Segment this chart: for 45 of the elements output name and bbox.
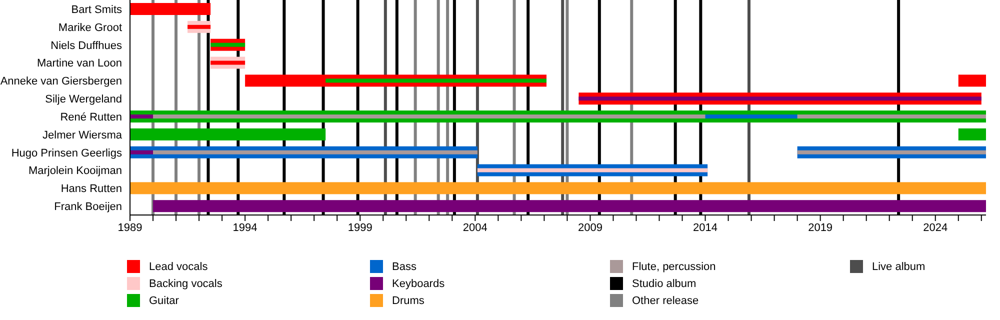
- legend-label: Live album: [872, 260, 926, 272]
- bar: [130, 114, 154, 118]
- bar: [477, 168, 708, 172]
- y-tick-label: Hans Rutten: [60, 183, 122, 196]
- y-tick-label: René Rutten: [60, 111, 122, 124]
- legend-label: Lead vocals: [149, 260, 208, 272]
- x-tick-label: 2024: [923, 222, 948, 234]
- x-tick-label: 2009: [578, 222, 602, 234]
- x-tick-label: 1994: [232, 222, 258, 234]
- legend-label: Studio album: [632, 278, 696, 290]
- y-tick-label: Frank Boeijen: [54, 201, 122, 214]
- bar: [797, 150, 986, 154]
- bar: [210, 42, 246, 47]
- legend-label: Other release: [632, 294, 699, 306]
- bar: [153, 200, 986, 212]
- y-tick-label: Niels Duffhues: [50, 40, 122, 52]
- bar: [130, 128, 326, 140]
- y-tick-label: Marjolein Kooijman: [28, 165, 122, 178]
- x-tick-label: 2004: [462, 222, 488, 234]
- x-tick-label: 2014: [693, 222, 718, 234]
- bar: [130, 150, 154, 154]
- y-tick-label: Silje Wergeland: [45, 94, 122, 106]
- y-tick-label: Anneke van Giersbergen: [0, 76, 122, 88]
- bar: [210, 60, 246, 65]
- legend-label: Backing vocals: [149, 278, 222, 290]
- bar: [188, 24, 211, 29]
- bar: [326, 78, 546, 83]
- x-tick-label: 1989: [118, 222, 142, 234]
- legend-label: Drums: [392, 294, 424, 306]
- legend-label: Bass: [392, 260, 416, 272]
- bar: [153, 114, 986, 118]
- legend-label: Guitar: [149, 294, 179, 306]
- legend-label: Flute, percussion: [632, 260, 716, 272]
- y-tick-label: Jelmer Wiersma: [42, 129, 123, 142]
- bar: [130, 3, 211, 15]
- y-tick-label: Marike Groot: [58, 22, 122, 34]
- legend-label: Keyboards: [392, 278, 445, 290]
- bar: [153, 150, 478, 154]
- y-tick-label: Hugo Prinsen Geerligs: [11, 147, 122, 160]
- y-tick-label: Martine van Loon: [37, 58, 122, 70]
- x-tick-label: 2019: [808, 222, 833, 234]
- y-tick-label: Bart Smits: [71, 4, 122, 16]
- x-tick-label: 1999: [348, 222, 372, 234]
- bar: [130, 182, 986, 194]
- bar: [578, 96, 982, 101]
